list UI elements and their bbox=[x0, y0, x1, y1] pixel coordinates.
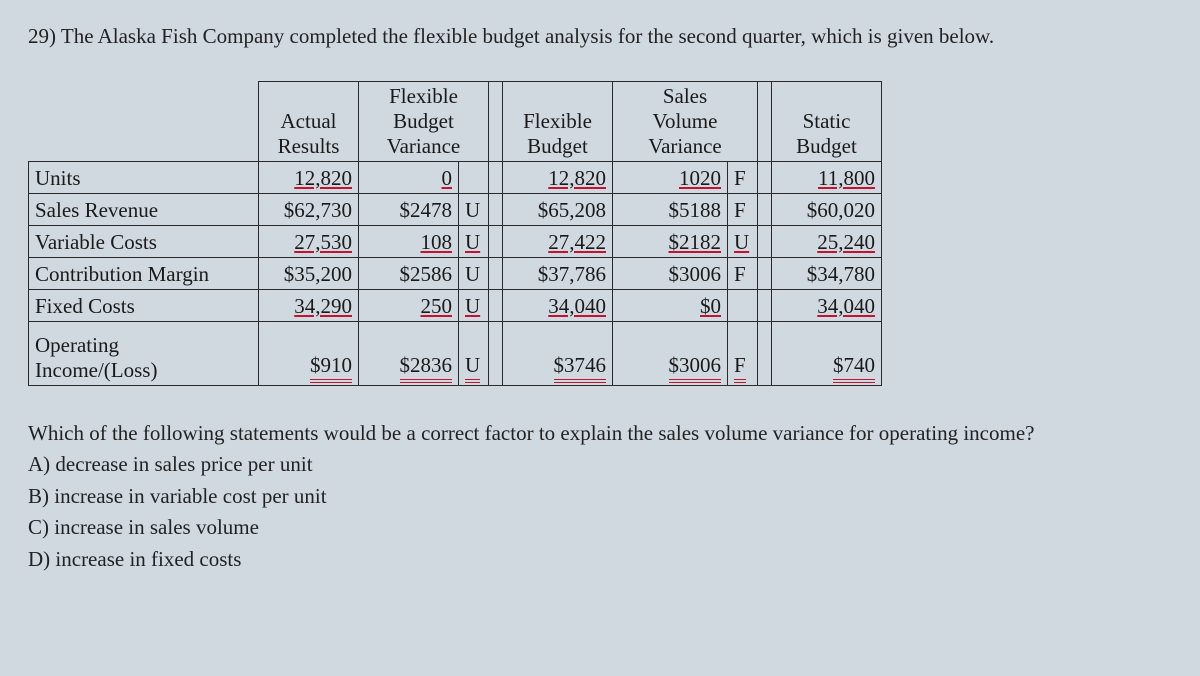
answer-options: A) decrease in sales price per unit B) i… bbox=[28, 449, 1172, 575]
units-svv-uf: F bbox=[728, 161, 758, 193]
sr-fb: $65,208 bbox=[503, 193, 613, 225]
table-header-row: ActualResults FlexibleBudgetVariance Fle… bbox=[29, 81, 882, 161]
spacer bbox=[758, 161, 772, 193]
vc-sb: 25,240 bbox=[772, 225, 882, 257]
sr-svv-uf: F bbox=[728, 193, 758, 225]
units-fbv-uf bbox=[459, 161, 489, 193]
sr-sb: $60,020 bbox=[772, 193, 882, 225]
vc-actual: 27,530 bbox=[259, 225, 359, 257]
label-units: Units bbox=[29, 161, 259, 193]
cm-svv: $3006 bbox=[613, 257, 728, 289]
oi-svv: $3006 bbox=[613, 321, 728, 385]
spacer bbox=[489, 193, 503, 225]
spacer bbox=[758, 193, 772, 225]
header-blank bbox=[29, 81, 259, 161]
option-d: D) increase in fixed costs bbox=[28, 544, 1172, 576]
option-c: C) increase in sales volume bbox=[28, 512, 1172, 544]
question-body: The Alaska Fish Company completed the fl… bbox=[61, 24, 994, 48]
units-fb: 12,820 bbox=[503, 161, 613, 193]
spacer bbox=[758, 81, 772, 161]
spacer bbox=[489, 257, 503, 289]
oi-svv-uf: F bbox=[728, 321, 758, 385]
label-variable-costs: Variable Costs bbox=[29, 225, 259, 257]
row-variable-costs: Variable Costs 27,530 108 U 27,422 $2182… bbox=[29, 225, 882, 257]
row-contribution-margin: Contribution Margin $35,200 $2586 U $37,… bbox=[29, 257, 882, 289]
header-sb: StaticBudget bbox=[772, 81, 882, 161]
cm-actual: $35,200 bbox=[259, 257, 359, 289]
fc-svv-uf bbox=[728, 289, 758, 321]
row-fixed-costs: Fixed Costs 34,290 250 U 34,040 $0 34,04… bbox=[29, 289, 882, 321]
spacer bbox=[489, 81, 503, 161]
question-number: 29) bbox=[28, 24, 56, 48]
cm-svv-uf: F bbox=[728, 257, 758, 289]
oi-actual: $910 bbox=[259, 321, 359, 385]
sr-actual: $62,730 bbox=[259, 193, 359, 225]
sr-svv: $5188 bbox=[613, 193, 728, 225]
fc-fb: 34,040 bbox=[503, 289, 613, 321]
spacer bbox=[489, 161, 503, 193]
spacer bbox=[489, 225, 503, 257]
option-b: B) increase in variable cost per unit bbox=[28, 481, 1172, 513]
units-fbv: 0 bbox=[359, 161, 459, 193]
question-prompt: Which of the following statements would … bbox=[28, 418, 1172, 450]
question-text: 29) The Alaska Fish Company completed th… bbox=[28, 20, 1172, 53]
spacer bbox=[758, 225, 772, 257]
header-svv: SalesVolumeVariance bbox=[613, 81, 758, 161]
sr-fbv-uf: U bbox=[459, 193, 489, 225]
sr-fbv: $2478 bbox=[359, 193, 459, 225]
cm-fb: $37,786 bbox=[503, 257, 613, 289]
label-fixed-costs: Fixed Costs bbox=[29, 289, 259, 321]
label-operating-income: OperatingIncome/(Loss) bbox=[29, 321, 259, 385]
fc-fbv-uf: U bbox=[459, 289, 489, 321]
cm-fbv: $2586 bbox=[359, 257, 459, 289]
fc-svv: $0 bbox=[613, 289, 728, 321]
oi-fb: $3746 bbox=[503, 321, 613, 385]
oi-fbv: $2836 bbox=[359, 321, 459, 385]
budget-analysis-table: ActualResults FlexibleBudgetVariance Fle… bbox=[28, 81, 882, 386]
spacer bbox=[489, 289, 503, 321]
row-sales-revenue: Sales Revenue $62,730 $2478 U $65,208 $5… bbox=[29, 193, 882, 225]
header-fb: FlexibleBudget bbox=[503, 81, 613, 161]
fc-fbv: 250 bbox=[359, 289, 459, 321]
vc-fbv-uf: U bbox=[459, 225, 489, 257]
spacer bbox=[758, 289, 772, 321]
spacer bbox=[489, 321, 503, 385]
units-sb: 11,800 bbox=[772, 161, 882, 193]
cm-fbv-uf: U bbox=[459, 257, 489, 289]
spacer bbox=[758, 321, 772, 385]
vc-fbv: 108 bbox=[359, 225, 459, 257]
header-fbv: FlexibleBudgetVariance bbox=[359, 81, 489, 161]
oi-sb: $740 bbox=[772, 321, 882, 385]
option-a: A) decrease in sales price per unit bbox=[28, 449, 1172, 481]
fc-sb: 34,040 bbox=[772, 289, 882, 321]
row-operating-income: OperatingIncome/(Loss) $910 $2836 U $374… bbox=[29, 321, 882, 385]
label-sales-revenue: Sales Revenue bbox=[29, 193, 259, 225]
header-actual: ActualResults bbox=[259, 81, 359, 161]
label-contribution-margin: Contribution Margin bbox=[29, 257, 259, 289]
oi-fbv-uf: U bbox=[459, 321, 489, 385]
cm-sb: $34,780 bbox=[772, 257, 882, 289]
vc-svv-uf: U bbox=[728, 225, 758, 257]
row-units: Units 12,820 0 12,820 1020 F 11,800 bbox=[29, 161, 882, 193]
units-actual: 12,820 bbox=[259, 161, 359, 193]
vc-fb: 27,422 bbox=[503, 225, 613, 257]
vc-svv: $2182 bbox=[613, 225, 728, 257]
units-svv: 1020 bbox=[613, 161, 728, 193]
fc-actual: 34,290 bbox=[259, 289, 359, 321]
spacer bbox=[758, 257, 772, 289]
